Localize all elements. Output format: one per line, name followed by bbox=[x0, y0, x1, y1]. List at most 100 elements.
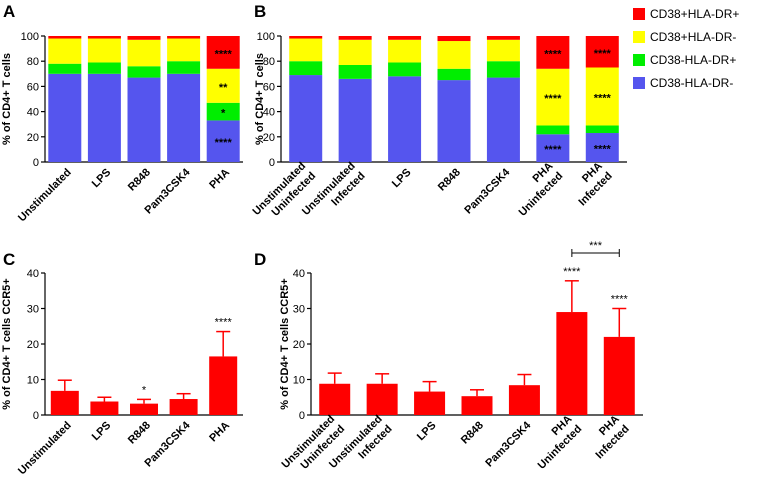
significance-label: **** bbox=[594, 92, 612, 104]
bar-segment bbox=[536, 125, 570, 135]
significance-label: **** bbox=[544, 93, 562, 105]
bar-segment bbox=[536, 36, 570, 69]
bar-segment bbox=[87, 38, 121, 63]
bar bbox=[414, 391, 446, 415]
bar bbox=[50, 390, 79, 415]
y-tick-label: 60 bbox=[263, 81, 275, 93]
bar-segment bbox=[289, 36, 323, 39]
y-tick-label: 10 bbox=[27, 375, 39, 387]
bar bbox=[461, 396, 493, 415]
significance-label: **** bbox=[611, 294, 629, 306]
x-tick-label: R848 bbox=[436, 166, 463, 193]
bar-segment bbox=[536, 134, 570, 162]
bar-segment bbox=[437, 41, 471, 69]
bar-segment bbox=[167, 61, 201, 74]
x-tick-label: R848 bbox=[126, 166, 153, 193]
x-tick-label: PHAInfected bbox=[584, 413, 632, 461]
bar bbox=[508, 385, 540, 415]
bar bbox=[130, 403, 158, 415]
y-tick-label: 40 bbox=[263, 107, 275, 119]
significance-label: **** bbox=[215, 137, 233, 149]
bar-segment bbox=[127, 39, 161, 67]
bar-segment bbox=[388, 36, 422, 40]
bar-segment bbox=[206, 68, 240, 103]
legend-label: CD38-HLA-DR+ bbox=[650, 53, 736, 67]
significance-label: **** bbox=[544, 144, 562, 156]
bar-segment bbox=[206, 102, 240, 121]
y-tick-label: 0 bbox=[299, 410, 305, 422]
bar bbox=[90, 401, 119, 415]
x-tick-label: Unstimulated bbox=[16, 166, 74, 224]
bar-segment bbox=[206, 36, 240, 69]
y-tick-label: 40 bbox=[27, 107, 39, 119]
x-tick-label: UnstimulatedUninfected bbox=[280, 413, 348, 481]
x-tick-label: R848 bbox=[459, 419, 486, 446]
x-tick-label: PHAUninfected bbox=[507, 160, 566, 219]
bar-segment bbox=[289, 75, 323, 162]
bar bbox=[319, 383, 351, 415]
bar-segment bbox=[486, 39, 520, 62]
y-tick-label: 30 bbox=[27, 304, 39, 316]
y-axis-label: % of CD4+ T cells CCR5+ bbox=[1, 278, 13, 409]
y-tick-label: 20 bbox=[293, 339, 305, 351]
x-tick-label: PHAInfected bbox=[567, 160, 615, 208]
bar-segment bbox=[486, 77, 520, 162]
bar-segment bbox=[388, 39, 422, 63]
bar-segment bbox=[338, 64, 372, 79]
x-tick-label: LPS bbox=[390, 166, 414, 190]
significance-label: ** bbox=[219, 82, 228, 94]
bar-segment bbox=[87, 36, 121, 39]
x-tick-label: PHA bbox=[207, 166, 232, 191]
y-tick-label: 60 bbox=[27, 81, 39, 93]
y-tick-label: 0 bbox=[33, 157, 39, 169]
legend-label: CD38+HLA-DR- bbox=[650, 30, 736, 44]
significance-label: **** bbox=[594, 144, 612, 156]
significance-label: **** bbox=[215, 48, 233, 60]
bar bbox=[556, 312, 588, 415]
legend-label: CD38+HLA-DR+ bbox=[650, 7, 739, 21]
panel-letter: B bbox=[254, 2, 266, 21]
panel-letter: A bbox=[3, 2, 15, 21]
bar-segment bbox=[87, 62, 121, 74]
panel-b: B 0 20 40 60 80 100 % of CD4+ T cells **** **** **… bbox=[251, 2, 627, 219]
bar-segment bbox=[437, 36, 471, 42]
y-tick-label: 20 bbox=[263, 132, 275, 144]
y-tick-label: 20 bbox=[27, 132, 39, 144]
bar-segment bbox=[48, 63, 82, 74]
legend-label: CD38-HLA-DR- bbox=[650, 76, 733, 90]
bar bbox=[209, 356, 238, 415]
y-tick-label: 0 bbox=[33, 410, 39, 422]
significance-label: **** bbox=[544, 48, 562, 60]
bar-segment bbox=[127, 66, 161, 78]
y-axis-label: % of CD4+ T cells CCR5+ bbox=[279, 278, 291, 409]
x-tick-label: Pam3CSK4 bbox=[483, 419, 534, 470]
legend: CD38+HLA-DR+ CD38+HLA-DR- CD38-HLA-DR+ CD38… bbox=[633, 7, 739, 90]
bar-segment bbox=[206, 120, 240, 162]
bar-segment bbox=[289, 38, 323, 62]
panel-letter: C bbox=[3, 250, 15, 269]
bar-segment bbox=[48, 36, 82, 39]
significance-label: **** bbox=[563, 266, 581, 278]
legend-swatch bbox=[633, 54, 645, 66]
y-tick-label: 80 bbox=[263, 56, 275, 68]
bar-segment bbox=[338, 78, 372, 162]
bar-segment bbox=[167, 36, 201, 39]
bar-segment bbox=[585, 133, 619, 162]
bar-segment bbox=[585, 125, 619, 134]
bar-segment bbox=[127, 36, 161, 40]
y-tick-label: 80 bbox=[27, 56, 39, 68]
x-tick-label: Pam3CSK4 bbox=[462, 166, 513, 217]
bar bbox=[366, 383, 398, 415]
bar-segment bbox=[289, 61, 323, 76]
significance-label: * bbox=[142, 384, 147, 396]
x-tick-label: PHA bbox=[207, 419, 232, 444]
significance-label: **** bbox=[215, 317, 233, 329]
y-tick-label: 40 bbox=[293, 268, 305, 280]
bracket-label: *** bbox=[589, 240, 603, 252]
y-tick-label: 100 bbox=[257, 31, 275, 43]
significance-label: **** bbox=[594, 48, 612, 60]
y-tick-label: 10 bbox=[293, 375, 305, 387]
bar-segment bbox=[48, 38, 82, 64]
